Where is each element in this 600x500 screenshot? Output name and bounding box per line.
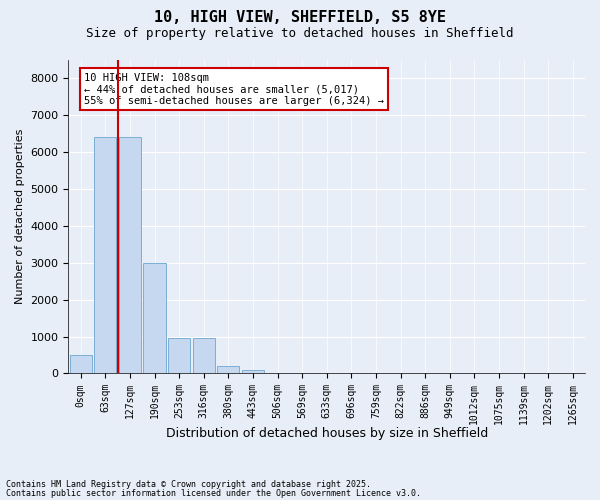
- Bar: [266, 372, 289, 374]
- Text: 10 HIGH VIEW: 108sqm
← 44% of detached houses are smaller (5,017)
55% of semi-de: 10 HIGH VIEW: 108sqm ← 44% of detached h…: [84, 72, 384, 106]
- Y-axis label: Number of detached properties: Number of detached properties: [15, 129, 25, 304]
- Text: 10, HIGH VIEW, SHEFFIELD, S5 8YE: 10, HIGH VIEW, SHEFFIELD, S5 8YE: [154, 10, 446, 25]
- Bar: [242, 370, 264, 374]
- Bar: [168, 338, 190, 374]
- Bar: [217, 366, 239, 374]
- Bar: [143, 263, 166, 374]
- Bar: [119, 138, 141, 374]
- Text: Size of property relative to detached houses in Sheffield: Size of property relative to detached ho…: [86, 28, 514, 40]
- Bar: [94, 138, 116, 374]
- X-axis label: Distribution of detached houses by size in Sheffield: Distribution of detached houses by size …: [166, 427, 488, 440]
- Text: Contains HM Land Registry data © Crown copyright and database right 2025.: Contains HM Land Registry data © Crown c…: [6, 480, 371, 489]
- Bar: [70, 355, 92, 374]
- Bar: [193, 338, 215, 374]
- Text: Contains public sector information licensed under the Open Government Licence v3: Contains public sector information licen…: [6, 488, 421, 498]
